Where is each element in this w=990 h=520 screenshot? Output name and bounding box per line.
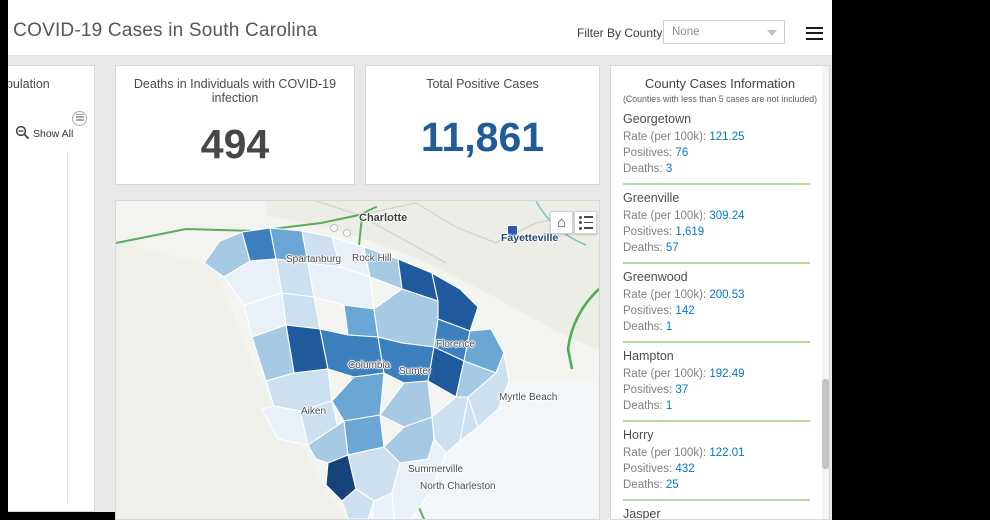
county-name: Greenwood: [623, 270, 688, 284]
rate-value: 122.01: [709, 447, 745, 459]
positives-label: Positives:: [623, 305, 673, 317]
map-label-sumter: Sumter: [399, 366, 432, 377]
county-panel-subtitle: (Counties with less than 5 cases are not…: [622, 94, 818, 104]
scrollbar-thumb[interactable]: [822, 379, 829, 469]
map-label-rock-hill: Rock Hill: [352, 253, 392, 264]
county-name: Georgetown: [623, 112, 692, 126]
county-entry-greenwood: Greenwood Rate (per 100k): 200.53 Positi…: [611, 270, 820, 343]
menu-circle-icon[interactable]: [72, 111, 87, 126]
county-name: Horry: [623, 428, 654, 442]
divider: [623, 341, 810, 343]
map-label-fayetteville: Fayetteville: [501, 232, 559, 244]
legend-icon: [579, 216, 593, 230]
positives-stat-value: 11,861: [420, 114, 545, 160]
home-button[interactable]: ⌂: [550, 211, 573, 234]
deaths-value: 1: [665, 400, 673, 412]
left-panel-title: opulation: [8, 77, 50, 91]
rate-value: 192.49: [709, 368, 745, 380]
deaths-label: Deaths:: [623, 400, 663, 412]
legend-button[interactable]: [574, 211, 597, 234]
divider: [623, 420, 810, 422]
zoom-out-icon[interactable]: [15, 125, 31, 141]
dashboard-app: s COVID-19 Cases in South Carolina Filte…: [8, 0, 832, 520]
deaths-stat-title: Deaths in Individuals with COVID-19 infe…: [133, 77, 337, 105]
divider: [623, 262, 810, 264]
rate-value: 309.24: [709, 210, 745, 222]
scrollbar-track[interactable]: [822, 66, 829, 519]
positives-stat-title: Total Positive Cases: [426, 77, 539, 91]
map-label-florence: Florence: [436, 339, 475, 350]
map-label-north-charleston: North Charleston: [420, 481, 496, 492]
deaths-value: 3: [665, 163, 673, 175]
positives-value: 142: [675, 305, 695, 317]
choropleth-map[interactable]: Charlotte Fayetteville Spartanburg Rock …: [115, 200, 600, 520]
map-label-myrtle-beach: Myrtle Beach: [499, 392, 558, 403]
highway-i95: [566, 288, 599, 370]
map-label-spartanburg: Spartanburg: [286, 254, 342, 265]
rate-label: Rate (per 100k):: [623, 131, 707, 143]
population-chart-panel: opulation Show All: [8, 65, 95, 512]
positives-label: Positives:: [623, 226, 673, 238]
positives-label: Positives:: [623, 463, 673, 475]
deaths-label: Deaths:: [623, 479, 663, 491]
divider: [623, 183, 810, 185]
rate-label: Rate (per 100k):: [623, 289, 707, 301]
chart-axis-line: [67, 151, 68, 503]
county-cases-panel: County Cases Information (Counties with …: [610, 65, 830, 520]
deaths-stat-card: Deaths in Individuals with COVID-19 infe…: [115, 65, 355, 185]
positives-label: Positives:: [623, 384, 673, 396]
county-list[interactable]: Georgetown Rate (per 100k): 121.25 Posit…: [611, 112, 820, 519]
deaths-value: 1: [665, 321, 673, 333]
rate-value: 200.53: [709, 289, 745, 301]
county-entry-horry: Horry Rate (per 100k): 122.01 Positives:…: [611, 428, 820, 501]
deaths-stat-value: 494: [200, 121, 270, 167]
map-label-charlotte: Charlotte: [359, 212, 408, 224]
county-entry-jasper: Jasper: [611, 507, 820, 519]
county-polygons[interactable]: [203, 227, 510, 519]
interstate-shield-icon: [507, 225, 518, 237]
county-filter-dropdown[interactable]: None: [663, 20, 785, 44]
positives-label: Positives:: [623, 147, 673, 159]
map-label-aiken: Aiken: [301, 406, 327, 417]
show-all-button[interactable]: Show All: [33, 128, 74, 140]
road-junction-icon: [343, 229, 351, 237]
county-name: Hampton: [623, 349, 674, 363]
rate-label: Rate (per 100k):: [623, 210, 707, 222]
positives-value: 432: [675, 463, 695, 475]
county-entry-georgetown: Georgetown Rate (per 100k): 121.25 Posit…: [611, 112, 820, 185]
county-entry-greenville: Greenville Rate (per 100k): 309.24 Posit…: [611, 191, 820, 264]
positives-stat-card: Total Positive Cases 11,861: [365, 65, 600, 185]
home-icon: ⌂: [556, 214, 567, 231]
deaths-value: 57: [665, 242, 679, 254]
positives-value: 37: [675, 384, 689, 396]
positives-value: 76: [675, 147, 689, 159]
rate-label: Rate (per 100k):: [623, 447, 707, 459]
map-label-summerville: Summerville: [408, 464, 464, 475]
deaths-label: Deaths:: [623, 163, 663, 175]
county-panel-title: County Cases Information: [644, 76, 796, 91]
divider: [623, 499, 810, 501]
deaths-value: 25: [665, 479, 679, 491]
deaths-label: Deaths:: [623, 242, 663, 254]
letterbox-strip: [8, 512, 115, 520]
county-entry-hampton: Hampton Rate (per 100k): 192.49 Positive…: [611, 349, 820, 422]
county-filter-value: None: [672, 26, 700, 38]
rate-label: Rate (per 100k):: [623, 368, 707, 380]
page-title: s COVID-19 Cases in South Carolina: [8, 20, 318, 41]
map-label-columbia: Columbia: [348, 360, 391, 371]
county-name: Greenville: [623, 191, 680, 205]
deaths-label: Deaths:: [623, 321, 663, 333]
filter-by-county-label: Filter By County: [577, 26, 663, 40]
rate-value: 121.25: [709, 131, 745, 143]
header-bar: s COVID-19 Cases in South Carolina Filte…: [8, 0, 832, 56]
positives-value: 1,619: [675, 226, 705, 238]
county-name: Jasper: [623, 507, 661, 519]
menu-icon[interactable]: [806, 23, 823, 43]
road-junction-icon: [330, 224, 338, 232]
map-canvas[interactable]: [116, 201, 600, 520]
chevron-down-icon: [767, 30, 777, 36]
